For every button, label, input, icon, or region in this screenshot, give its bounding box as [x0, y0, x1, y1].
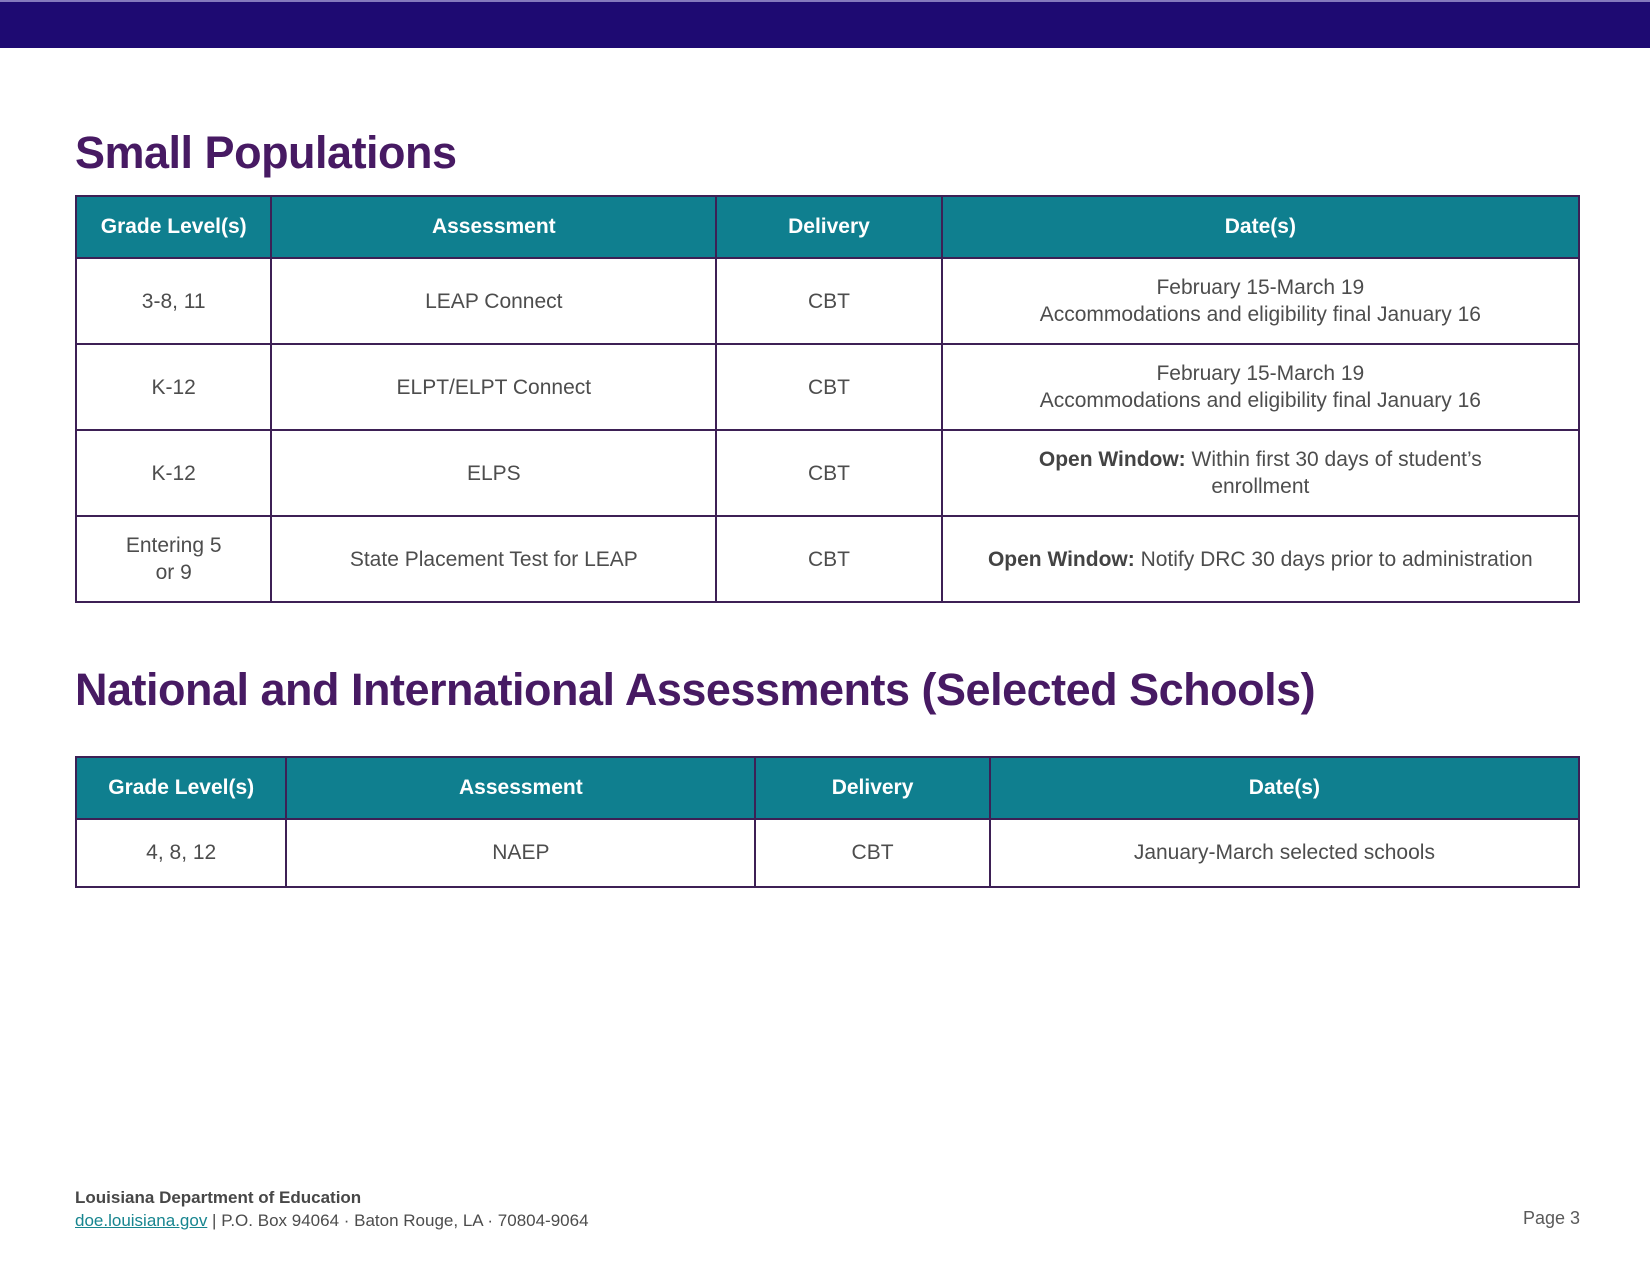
small-populations-table: Grade Level(s) Assessment Delivery Date(…	[74, 195, 1581, 604]
column-header-grade-levels: Grade Level(s)	[74, 755, 288, 820]
assessment-cell: LEAP Connect	[270, 257, 718, 346]
delivery-cell: CBT	[715, 429, 943, 518]
section-title-national-international: National and International Assessments (…	[75, 664, 1316, 716]
dates-text: February 15-March 19 Accommodations and …	[1039, 275, 1481, 327]
delivery-cell: CBT	[754, 817, 991, 888]
grade-cell: Entering 5 or 9	[74, 515, 273, 604]
dates-text: Within first 30 days of student’s enroll…	[1191, 447, 1482, 499]
table-row: K-12 ELPT/ELPT Connect CBT February 15-M…	[74, 343, 1581, 432]
page-content: Small Populations Grade Level(s) Assessm…	[0, 127, 1650, 888]
assessment-cell: State Placement Test for LEAP	[270, 515, 718, 604]
dates-text: January-March selected schools	[1133, 840, 1435, 864]
dates-text: February 15-March 19 Accommodations and …	[1039, 361, 1481, 413]
dates-cell: January-March selected schools	[988, 817, 1581, 888]
delivery-cell: CBT	[715, 343, 943, 432]
assessment-cell: ELPS	[270, 429, 718, 518]
table-header-row: Grade Level(s) Assessment Delivery Date(…	[74, 755, 1581, 820]
open-window-label: Open Window:	[1038, 447, 1186, 471]
column-header-dates: Date(s)	[988, 755, 1581, 820]
delivery-cell: CBT	[715, 515, 943, 604]
grade-cell: K-12	[74, 429, 273, 518]
footer-org-name: Louisiana Department of Education	[75, 1188, 362, 1207]
column-header-grade-levels: Grade Level(s)	[74, 195, 273, 260]
dates-cell: February 15-March 19 Accommodations and …	[940, 343, 1581, 432]
dates-cell: Open Window: Notify DRC 30 days prior to…	[940, 515, 1581, 604]
dates-cell: February 15-March 19 Accommodations and …	[940, 257, 1581, 346]
assessment-cell: NAEP	[285, 817, 757, 888]
page-number: Page 3	[1522, 1208, 1580, 1228]
top-banner	[0, 0, 1650, 48]
column-header-assessment: Assessment	[270, 195, 718, 260]
table-row: 4, 8, 12 NAEP CBT January-March selected…	[74, 817, 1581, 888]
column-header-delivery: Delivery	[754, 755, 991, 820]
footer-address-line: doe.louisiana.gov | P.O. Box 94064 · Bat…	[75, 1209, 589, 1232]
dates-cell: Open Window: Within first 30 days of stu…	[940, 429, 1581, 518]
column-header-assessment: Assessment	[285, 755, 757, 820]
assessment-cell: ELPT/ELPT Connect	[270, 343, 718, 432]
national-international-table: Grade Level(s) Assessment Delivery Date(…	[74, 755, 1581, 888]
column-header-dates: Date(s)	[940, 195, 1581, 260]
grade-cell: 4, 8, 12	[74, 817, 288, 888]
footer-address-text: | P.O. Box 94064 · Baton Rouge, LA · 708…	[207, 1211, 589, 1231]
grade-cell: 3-8, 11	[74, 257, 273, 346]
table-header-row: Grade Level(s) Assessment Delivery Date(…	[74, 195, 1581, 260]
delivery-cell: CBT	[715, 257, 943, 346]
open-window-label: Open Window:	[987, 547, 1135, 571]
footer: Louisiana Department of Education doe.lo…	[75, 1186, 589, 1233]
dates-text: Notify DRC 30 days prior to administrati…	[1134, 547, 1533, 571]
table-row: K-12 ELPS CBT Open Window: Within first …	[74, 429, 1581, 518]
column-header-delivery: Delivery	[715, 195, 943, 260]
table-row: Entering 5 or 9 State Placement Test for…	[74, 515, 1581, 604]
grade-cell: K-12	[74, 343, 273, 432]
doe-website-link[interactable]: doe.louisiana.gov	[75, 1211, 208, 1231]
section-title-small-populations: Small Populations	[75, 127, 457, 178]
table-row: 3-8, 11 LEAP Connect CBT February 15-Mar…	[74, 257, 1581, 346]
